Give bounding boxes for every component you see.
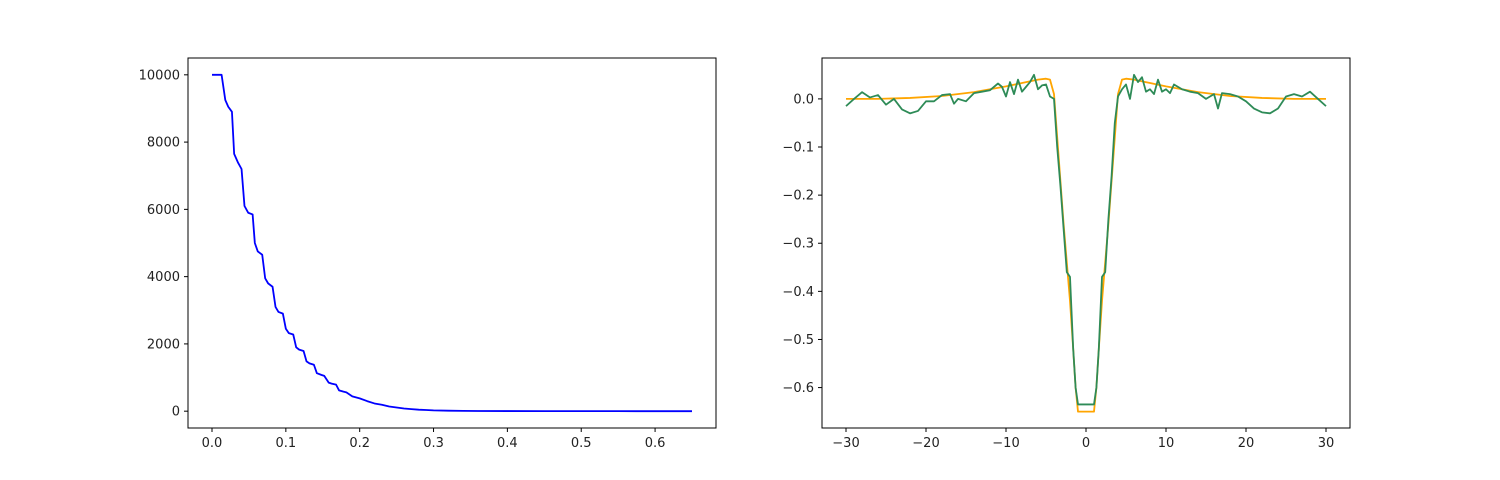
right-x-tick-label: −10: [992, 436, 1019, 451]
right-x-tick-label: 30: [1318, 436, 1335, 451]
left-chart-frame: [187, 57, 717, 429]
right-y-tick-label: −0.2: [782, 189, 814, 204]
left-y-tick-label: 10000: [139, 68, 180, 83]
right-x-tick-label: 0: [1082, 436, 1090, 451]
left-x-tick-label: 0.0: [202, 436, 223, 451]
right-x-tick-label: 10: [1158, 436, 1175, 451]
left-x-tick-label: 0.3: [423, 436, 444, 451]
left-x-tick-label: 0.1: [276, 436, 297, 451]
right-y-tick-label: −0.3: [782, 237, 814, 252]
right-y-tick-label: −0.6: [782, 381, 814, 396]
right-chart-frame: [821, 57, 1351, 429]
right-y-tick-label: 0.0: [793, 92, 814, 107]
left-y-tick-label: 6000: [147, 203, 180, 218]
right-series-line-1: [845, 73, 1327, 406]
left-x-tick-label: 0.4: [497, 436, 518, 451]
left-x-tick-label: 0.6: [645, 436, 666, 451]
right-x-tick-label: 20: [1238, 436, 1255, 451]
left-y-tick-label: 2000: [147, 337, 180, 352]
left-series-line-0: [212, 73, 692, 413]
right-y-tick-label: −0.4: [782, 285, 814, 300]
left-chart-axes: 0.0 0.1 0.2 0.3 0.4 0.5 0.6 0 2000 4000 6000 8000 10…: [139, 57, 717, 451]
left-x-tick-label: 0.2: [349, 436, 370, 451]
right-x-tick-label: −30: [832, 436, 859, 451]
left-y-tick-label: 0: [172, 405, 180, 420]
left-x-tick-label: 0.5: [571, 436, 592, 451]
left-y-tick-label: 4000: [147, 270, 180, 285]
right-y-tick-label: −0.1: [782, 141, 814, 156]
right-series-line-0: [846, 77, 1326, 413]
right-y-tick-label: −0.5: [782, 333, 814, 348]
right-chart-axes: −30 −20 −10 0 10 20 30 0.0 −0.1 −0.2 −0.3 −0.4 −0.5 −…: [782, 57, 1351, 451]
right-x-tick-label: −20: [912, 436, 939, 451]
left-y-tick-label: 8000: [147, 136, 180, 151]
